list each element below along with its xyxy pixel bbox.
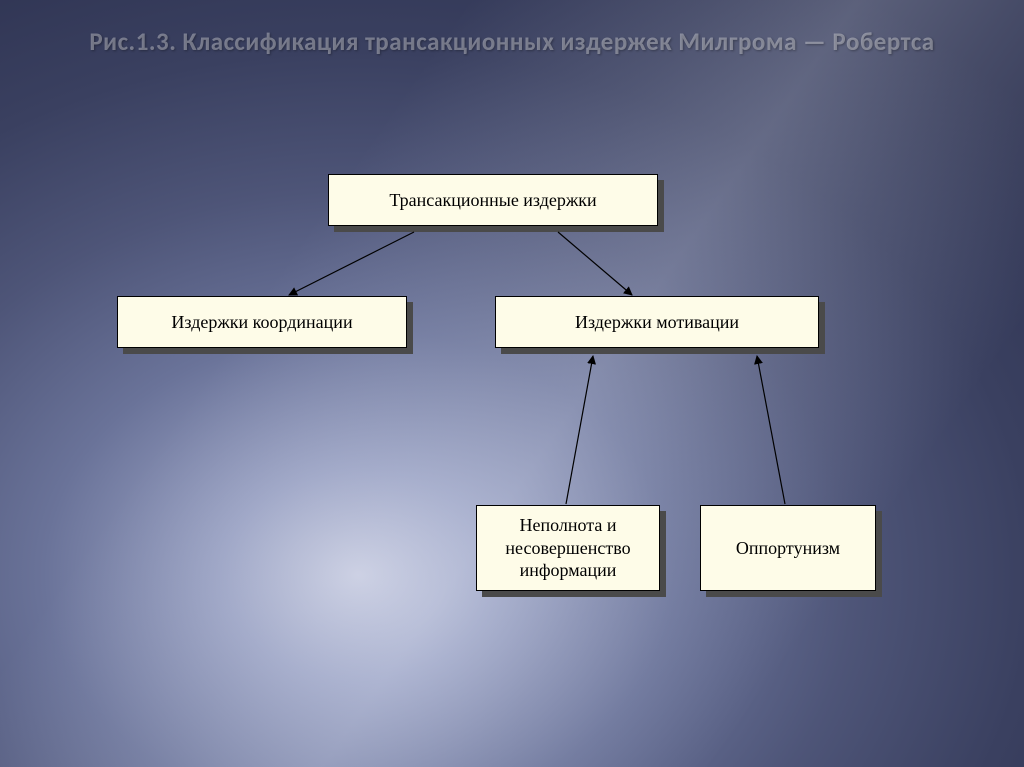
node-label: Трансакционные издержки [389,189,596,212]
node-label: Издержки координации [171,311,352,334]
node-label: Издержки мотивации [575,311,739,334]
edge [566,356,593,504]
node-info: Неполнота и несовершенство информации [476,505,660,591]
arrows-svg [0,0,1024,767]
node-root: Трансакционные издержки [328,174,658,226]
node-right: Издержки мотивации [495,296,819,348]
node-label: Неполнота и несовершенство информации [485,514,651,582]
node-label: Оппортунизм [736,537,840,560]
edge [289,232,414,295]
node-opp: Оппортунизм [700,505,876,591]
edge [757,356,785,504]
diagram: Трансакционные издержки Издержки координ… [0,0,1024,767]
edge [558,232,632,295]
node-left: Издержки координации [117,296,407,348]
